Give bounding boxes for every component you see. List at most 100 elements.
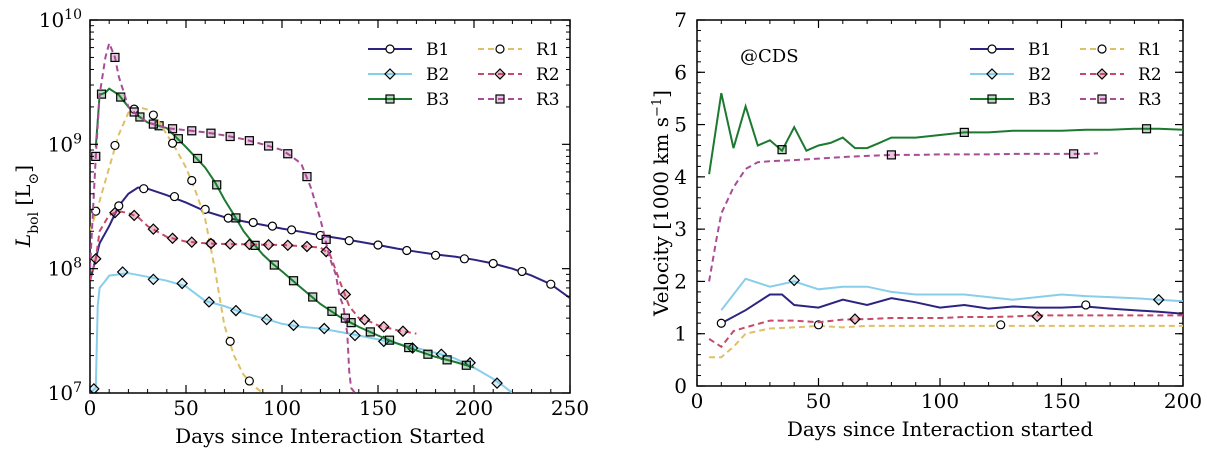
circle-marker	[373, 240, 383, 250]
legend-label-r3: R3	[1138, 90, 1162, 110]
y-axis-label: Velocity [1000 km s−1]	[649, 90, 673, 317]
x-tick-label: 150	[1042, 389, 1080, 413]
y-axis-label: Lbol [L⊙]	[11, 165, 42, 248]
legend-label-r2: R2	[536, 65, 560, 85]
square-marker	[225, 131, 235, 142]
circle-marker	[402, 245, 412, 256]
x-tick-label: 0	[84, 396, 97, 420]
series-line-r1	[709, 324, 1183, 359]
circle-marker	[225, 336, 235, 347]
square-marker	[777, 145, 787, 155]
y-axis-label-unit: [L	[11, 184, 35, 211]
x-tick-label: 50	[806, 389, 831, 413]
diamond-marker	[205, 237, 217, 250]
legend-label-b3: B3	[426, 90, 449, 110]
diamond-marker	[301, 240, 313, 253]
square-marker	[96, 89, 107, 99]
square-marker	[206, 128, 216, 138]
diamond-marker	[166, 232, 179, 245]
velocity-panel: 0 50 100 150 200 0 1 2 3 4 5 6 7 Days since Interac…	[649, 8, 1202, 441]
plot-area-frame	[89, 19, 571, 394]
diamond-marker	[147, 273, 160, 286]
diamond-marker	[262, 238, 275, 251]
series-group	[708, 92, 1183, 359]
diamond-marker	[1096, 68, 1108, 80]
x-tick-label: 100	[263, 396, 301, 420]
square-marker	[404, 342, 414, 353]
circle-marker	[169, 191, 180, 202]
y-axis-ticks: 0 1 2 3 4 5 6 7	[674, 8, 1183, 398]
circle-marker	[987, 44, 997, 54]
square-marker	[212, 180, 222, 190]
diamond-marker	[287, 319, 300, 332]
square-marker	[135, 112, 145, 122]
diamond-marker	[185, 236, 198, 248]
x-axis-label: Days since Interaction Started	[175, 424, 485, 448]
circle-marker	[488, 258, 498, 269]
square-marker	[288, 276, 299, 286]
diamond-marker	[494, 68, 506, 80]
square-marker	[365, 327, 375, 337]
legend: B1 B2 B3 R1 R2 R3	[368, 40, 560, 110]
series-group	[90, 40, 570, 393]
y-tick-label: 3	[674, 217, 687, 241]
luminosity-panel: 0 50 100 150 200 250 107 108 109 1010 Days since…	[11, 7, 589, 448]
y-tick-label: 107	[48, 380, 82, 405]
square-marker	[987, 94, 997, 104]
square-marker	[116, 92, 126, 102]
diamond-marker	[849, 313, 861, 325]
square-marker	[263, 141, 274, 151]
square-marker	[461, 360, 471, 370]
square-marker	[231, 213, 241, 223]
square-marker	[244, 136, 254, 146]
legend-label-b1: B1	[1028, 40, 1051, 60]
y-tick-label: 109	[48, 131, 82, 156]
legend-label-r2: R2	[1138, 65, 1162, 85]
y-axis-label-unit-sub: ⊙	[26, 173, 42, 185]
series-line-r2	[90, 210, 417, 335]
diamond-marker	[377, 320, 390, 333]
annotation-cds: @CDS	[740, 46, 799, 67]
y-tick-label: 1	[674, 322, 687, 346]
diamond-marker	[147, 223, 160, 235]
square-marker	[192, 153, 203, 164]
y-axis-label-close: ]	[11, 165, 35, 173]
circle-marker	[546, 279, 556, 289]
x-tick-label: 200	[455, 396, 493, 420]
diamond-marker	[230, 304, 242, 317]
square-marker	[384, 335, 395, 345]
circle-marker	[1081, 300, 1091, 310]
square-marker	[1141, 124, 1152, 134]
circle-marker	[385, 44, 395, 54]
square-marker	[302, 172, 312, 182]
circle-marker	[1097, 44, 1107, 54]
y-axis-label-close: ]	[649, 90, 673, 98]
circle-marker	[139, 184, 149, 194]
diamond-marker	[203, 296, 215, 308]
circle-marker	[110, 140, 120, 151]
circle-marker	[996, 320, 1006, 330]
circle-marker	[495, 44, 505, 54]
square-marker	[308, 292, 318, 302]
diamond-marker	[788, 274, 801, 287]
y-tick-label: 6	[674, 60, 687, 84]
y-tick-label: 5	[674, 113, 687, 137]
legend-label-b1: B1	[426, 40, 449, 60]
legend-label-b3: B3	[1028, 90, 1051, 110]
square-marker	[340, 313, 350, 323]
diamond-marker	[90, 252, 102, 265]
square-marker	[269, 260, 279, 270]
diamond-marker	[349, 329, 361, 342]
x-tick-label: 150	[359, 396, 397, 420]
circle-marker	[114, 201, 124, 211]
diamond-marker	[1031, 310, 1044, 323]
series-line-b3	[94, 87, 475, 369]
y-tick-label: 4	[674, 165, 687, 189]
circle-marker	[244, 376, 254, 386]
y-tick-label: 2	[674, 269, 687, 293]
circle-marker	[167, 138, 178, 148]
square-marker	[129, 107, 139, 117]
circle-marker	[517, 266, 527, 277]
y-axis-label-main: Velocity [1000 km s	[649, 117, 673, 317]
circle-marker	[716, 318, 726, 328]
